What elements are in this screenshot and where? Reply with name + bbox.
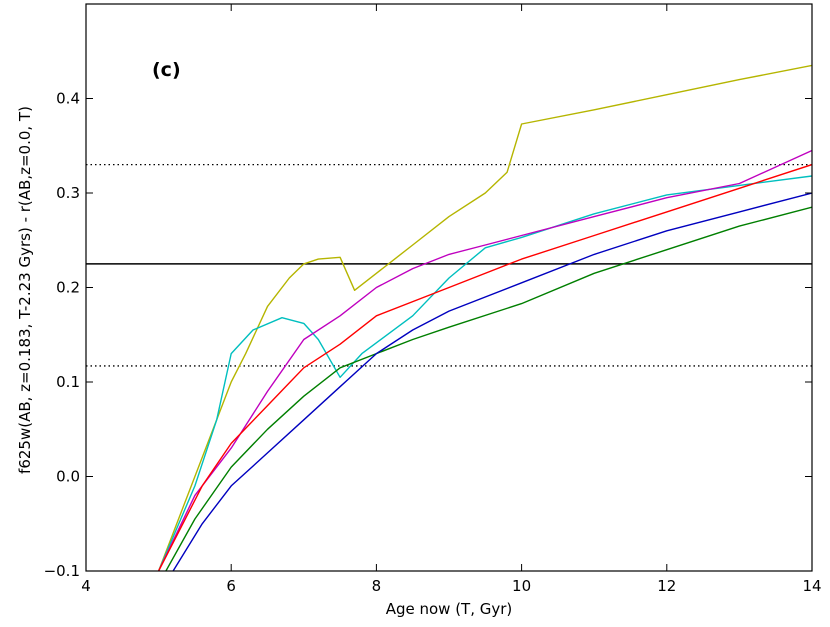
y-tick-label: 0.4 — [56, 90, 80, 108]
reference-lines — [86, 163, 812, 367]
y-tick-label: 0.0 — [56, 468, 80, 486]
y-tick-label: 0.3 — [56, 184, 80, 202]
axis-ticks: 4 6 8 10 12 14 −0.1 0.0 0.1 0.2 0.3 0.4 — [44, 4, 822, 595]
x-tick-label: 8 — [372, 577, 382, 595]
series-line-5 — [172, 192, 812, 571]
series-line-1 — [157, 175, 812, 571]
y-tick-label: 0.2 — [56, 279, 80, 297]
series-line-4 — [165, 206, 812, 571]
y-tick-label: −0.1 — [44, 562, 80, 580]
y-tick-label: 0.1 — [56, 373, 80, 391]
series-lines — [157, 64, 812, 571]
series-line-0 — [157, 64, 812, 571]
x-axis-label: Age now (T, Gyr) — [386, 600, 513, 618]
series-line-2 — [157, 149, 812, 571]
x-tick-label: 10 — [512, 577, 531, 595]
x-tick-label: 6 — [226, 577, 236, 595]
x-tick-label: 4 — [81, 577, 91, 595]
x-tick-label: 12 — [657, 577, 676, 595]
panel-label: (c) — [152, 59, 181, 81]
y-axis-label: f625w(AB, z=0.183, T-2.23 Gyrs) - r(AB,z… — [16, 106, 34, 474]
x-tick-label: 14 — [802, 577, 821, 595]
series-line-3 — [157, 163, 812, 571]
